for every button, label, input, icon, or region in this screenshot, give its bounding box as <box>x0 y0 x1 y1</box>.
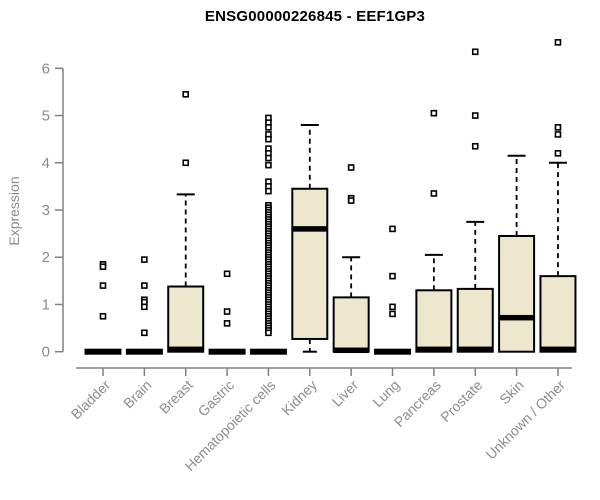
x-tick-label: Bladder <box>68 377 114 423</box>
x-tick-label: Breast <box>156 377 196 417</box>
x-tick-label: Skin <box>496 377 527 408</box>
outlier-point <box>99 263 107 270</box>
median-line <box>374 348 412 355</box>
boxplot-breast <box>167 90 205 353</box>
y-axis: 0 1 2 3 4 5 6 <box>42 60 64 361</box>
box <box>539 275 577 353</box>
chart-title: ENSG00000226845 - EEF1GP3 <box>204 8 426 25</box>
x-tick-label: Kidney <box>278 377 320 419</box>
outlier-point <box>141 303 148 311</box>
y-tick-label: 5 <box>42 108 50 125</box>
y-tick-label: 0 <box>42 344 50 361</box>
boxplot-skin <box>498 154 536 353</box>
box <box>415 289 453 353</box>
outlier-point <box>265 329 272 337</box>
outlier-point <box>265 154 272 162</box>
box <box>332 296 370 353</box>
outlier-point <box>347 164 355 171</box>
median-line <box>499 314 535 321</box>
outlier-point <box>265 161 272 169</box>
outlier-point <box>554 124 562 131</box>
boxplot-brain <box>125 256 163 355</box>
y-axis-title: Expression <box>6 176 22 246</box>
boxplot-prostate <box>456 48 494 353</box>
y-tick-label: 3 <box>42 202 50 219</box>
outlier-point <box>430 109 438 117</box>
outlier-point <box>141 256 148 263</box>
x-tick-label: Liver <box>329 377 362 410</box>
boxplot-bladder <box>84 261 122 355</box>
outlier-point <box>389 310 396 318</box>
x-tick-label: Lung <box>369 377 402 410</box>
outlier-point <box>223 320 231 327</box>
box <box>291 187 329 340</box>
median-line <box>540 346 576 353</box>
outlier-point <box>347 197 355 204</box>
box <box>167 285 205 353</box>
box <box>498 234 536 353</box>
outlier-point <box>141 282 148 289</box>
outlier-point <box>223 270 231 278</box>
boxplot-lung <box>374 225 412 355</box>
outlier-point <box>265 187 272 195</box>
outlier-point <box>141 329 148 337</box>
boxplot-liver <box>332 164 370 354</box>
median-line <box>292 226 328 232</box>
outlier-point <box>223 308 231 315</box>
median-line <box>84 348 122 355</box>
outlier-point <box>99 312 107 320</box>
outlier-point <box>471 142 479 150</box>
y-tick-label: 2 <box>42 249 50 266</box>
x-tick-label: Brain <box>120 377 154 411</box>
outlier-point <box>471 112 479 119</box>
boxplot-kidney <box>291 123 329 353</box>
boxplot-hematopoietic-cells <box>249 114 287 355</box>
outlier-point <box>430 190 438 197</box>
boxplot-gastric <box>208 270 246 355</box>
outlier-point <box>182 90 190 98</box>
outlier-point <box>554 131 562 138</box>
median-line <box>416 346 452 353</box>
outlier-point <box>99 282 107 289</box>
median-line <box>208 348 246 355</box>
x-tick-label: Prostate <box>437 377 485 425</box>
outlier-point <box>554 150 562 157</box>
median-line <box>333 347 369 354</box>
outlier-point <box>554 39 562 46</box>
outlier-point <box>471 48 479 56</box>
median-line <box>125 348 163 355</box>
box <box>456 287 494 353</box>
x-tick-label: Unknown / Other <box>482 377 568 463</box>
outlier-point <box>265 135 272 143</box>
outlier-point <box>389 303 396 311</box>
outlier-point <box>265 124 272 131</box>
outlier-point <box>182 159 190 167</box>
outlier-point <box>389 225 396 233</box>
boxplot-unknown-other <box>539 39 577 353</box>
median-line <box>168 346 204 353</box>
median-line <box>457 346 493 353</box>
y-tick-label: 4 <box>42 155 50 172</box>
y-tick-label: 6 <box>42 60 50 77</box>
boxplot-pancreas <box>415 109 453 353</box>
outlier-point <box>389 272 396 280</box>
y-tick-label: 1 <box>42 296 50 313</box>
median-line <box>249 348 287 355</box>
